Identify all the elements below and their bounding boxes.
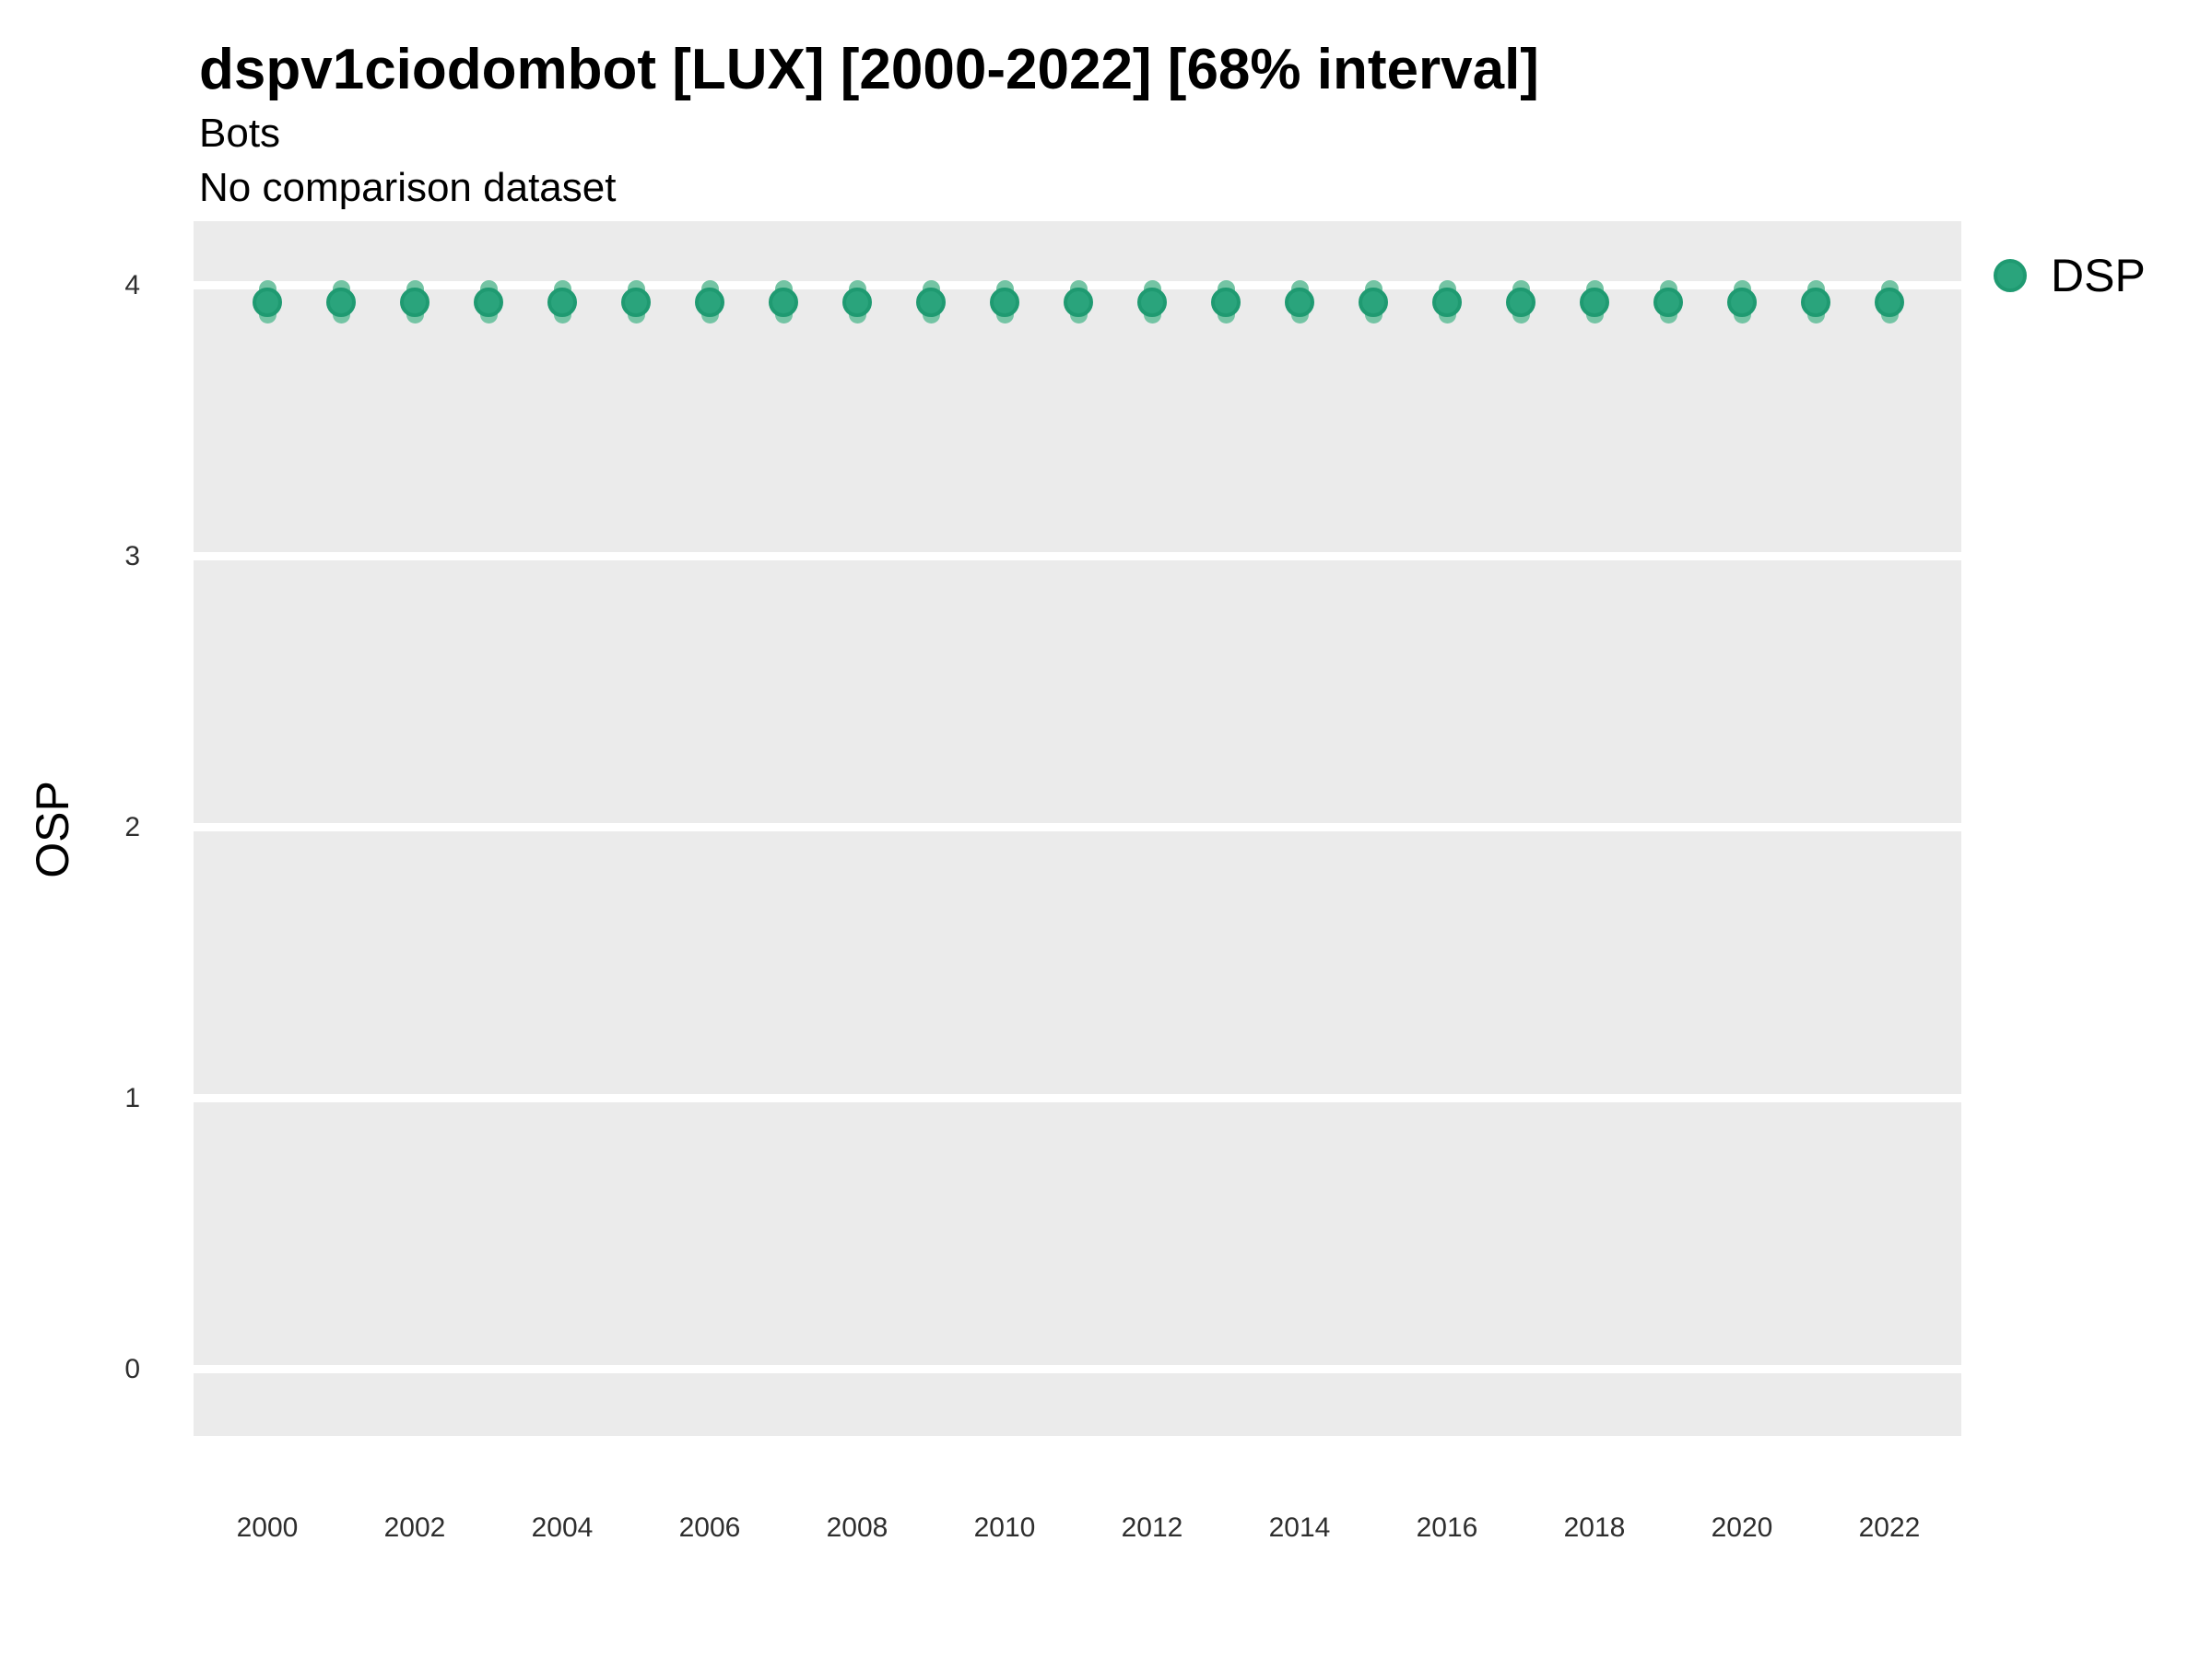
data-point	[1506, 287, 1535, 317]
data-point	[1432, 287, 1462, 317]
x-tick-label: 2018	[1563, 1512, 1626, 1543]
y-tick-label: 0	[124, 1353, 140, 1384]
gridline	[194, 823, 1961, 832]
data-point	[1580, 287, 1609, 317]
x-tick-label: 2000	[236, 1512, 299, 1543]
chart-note: No comparison dataset	[199, 165, 617, 210]
data-point	[842, 287, 872, 317]
legend: DSP	[1994, 249, 2146, 302]
y-tick-label: 1	[124, 1082, 140, 1113]
data-point	[695, 287, 724, 317]
legend-label: DSP	[2051, 250, 2146, 301]
x-tick-label: 2008	[826, 1512, 888, 1543]
data-point	[253, 287, 282, 317]
data-point	[1359, 287, 1388, 317]
x-tick-label: 2016	[1416, 1512, 1478, 1543]
x-tick-label: 2004	[531, 1512, 594, 1543]
x-tick-label: 2006	[678, 1512, 741, 1543]
data-point	[400, 287, 429, 317]
gridline	[194, 552, 1961, 561]
data-point	[326, 287, 356, 317]
data-point	[621, 287, 651, 317]
data-point	[1727, 287, 1757, 317]
gridline	[194, 1365, 1961, 1374]
x-tick-label: 2022	[1858, 1512, 1921, 1543]
data-point	[1653, 287, 1683, 317]
data-point	[474, 287, 503, 317]
data-point	[990, 287, 1019, 317]
data-point	[916, 287, 946, 317]
data-point	[1064, 287, 1093, 317]
x-tick-label: 2010	[973, 1512, 1036, 1543]
legend-point-icon	[1994, 259, 2027, 292]
gridline	[194, 1094, 1961, 1103]
y-tick-label: 4	[124, 269, 140, 300]
x-tick-label: 2014	[1268, 1512, 1331, 1543]
chart-subtitle: Bots	[199, 111, 281, 156]
data-point	[1801, 287, 1830, 317]
chart-title: dspv1ciodombot [LUX] [2000-2022] [68% in…	[199, 38, 1539, 101]
data-point	[1875, 287, 1904, 317]
y-tick-label: 2	[124, 811, 140, 842]
data-point	[1285, 287, 1314, 317]
data-point	[769, 287, 798, 317]
plot-panel	[194, 221, 1961, 1436]
data-point	[1137, 287, 1167, 317]
x-tick-label: 2012	[1121, 1512, 1183, 1543]
x-tick-label: 2020	[1711, 1512, 1773, 1543]
data-point	[1211, 287, 1241, 317]
data-point	[547, 287, 577, 317]
y-tick-label: 3	[124, 540, 140, 571]
x-tick-label: 2002	[383, 1512, 446, 1543]
